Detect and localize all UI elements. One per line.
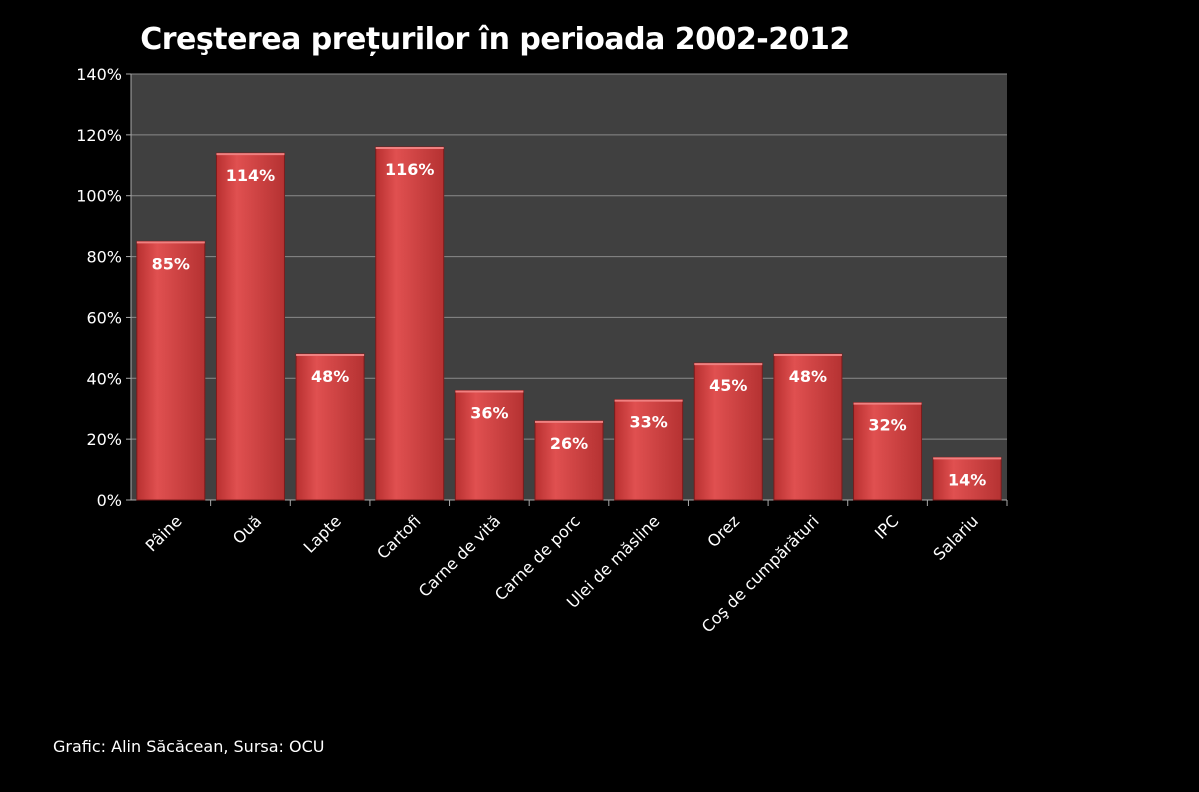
x-tick-label: Ouă (229, 511, 265, 547)
bar (454, 389, 524, 501)
bar (693, 362, 763, 501)
data-label: 48% (311, 367, 349, 386)
data-label: 114% (226, 166, 275, 185)
y-tick-label: 60% (86, 308, 122, 327)
bar (375, 146, 445, 501)
data-label: 36% (470, 403, 508, 422)
data-label: 33% (629, 413, 667, 432)
x-tick-label: Orez (703, 511, 743, 551)
data-label: 26% (550, 434, 588, 453)
y-tick-label: 140% (76, 65, 122, 84)
x-tick-label: IPC (871, 511, 902, 542)
data-label: 116% (385, 160, 434, 179)
data-label: 48% (789, 367, 827, 386)
x-tick-label: Carne de vită (415, 511, 504, 600)
data-label: 85% (152, 254, 190, 273)
y-tick-label: 80% (86, 248, 122, 267)
x-tick-label: Salariu (929, 511, 982, 564)
bar (534, 420, 604, 501)
chart-credit: Grafic: Alin Săcăcean, Sursa: OCU (53, 737, 325, 756)
y-tick-label: 20% (86, 430, 122, 449)
bar (773, 353, 843, 501)
bar (295, 353, 365, 501)
x-tick-label: Lapte (300, 511, 345, 556)
bar (932, 456, 1002, 501)
y-tick-label: 0% (97, 491, 122, 510)
y-tick-label: 120% (76, 126, 122, 145)
bar (853, 402, 923, 501)
x-tick-label: Cartofi (373, 511, 424, 562)
data-label: 14% (948, 470, 986, 489)
x-tick-label: Pâine (142, 511, 186, 555)
data-label: 32% (868, 416, 906, 435)
y-tick-label: 40% (86, 369, 122, 388)
y-tick-label: 100% (76, 187, 122, 206)
chart-title: Creşterea prețurilor în perioada 2002-20… (140, 22, 850, 57)
bar (215, 152, 285, 501)
bar (136, 240, 206, 501)
data-label: 45% (709, 376, 747, 395)
